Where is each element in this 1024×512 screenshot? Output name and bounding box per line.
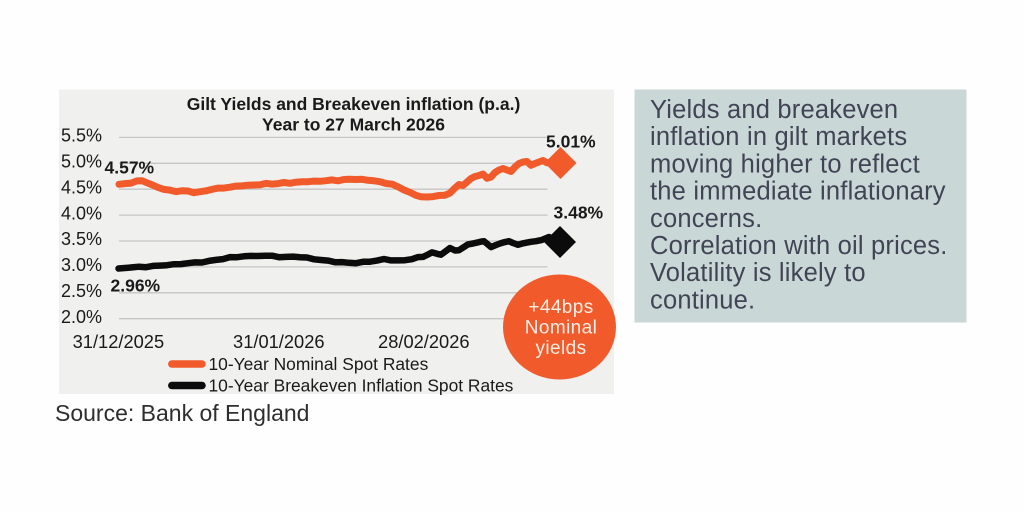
- svg-text:+44bps: +44bps: [528, 297, 593, 318]
- svg-text:31/01/2026: 31/01/2026: [233, 331, 325, 352]
- svg-text:concerns.: concerns.: [650, 205, 762, 233]
- svg-text:28/02/2026: 28/02/2026: [378, 331, 470, 352]
- svg-text:31/12/2025: 31/12/2025: [73, 331, 165, 352]
- svg-text:Gilt Yields and Breakeven infl: Gilt Yields and Breakeven inflation (p.a…: [187, 94, 521, 114]
- svg-text:Source: Bank of England: Source: Bank of England: [55, 400, 309, 426]
- svg-text:4.5%: 4.5%: [61, 177, 102, 197]
- svg-text:2.0%: 2.0%: [61, 307, 102, 327]
- svg-text:5.5%: 5.5%: [61, 126, 102, 146]
- svg-text:the immediate inflationary: the immediate inflationary: [650, 178, 946, 206]
- svg-text:2.96%: 2.96%: [111, 276, 161, 296]
- svg-text:10-Year Nominal Spot Rates: 10-Year Nominal Spot Rates: [209, 354, 429, 374]
- svg-text:3.5%: 3.5%: [61, 229, 102, 249]
- svg-text:5.01%: 5.01%: [546, 132, 596, 152]
- svg-text:4.57%: 4.57%: [105, 157, 155, 177]
- svg-text:3.48%: 3.48%: [554, 203, 604, 223]
- svg-text:yields: yields: [536, 338, 587, 359]
- svg-text:4.0%: 4.0%: [61, 203, 102, 223]
- svg-text:3.0%: 3.0%: [61, 255, 102, 275]
- svg-text:moving higher to reflect: moving higher to reflect: [650, 150, 920, 178]
- svg-text:5.0%: 5.0%: [61, 152, 102, 172]
- svg-text:Nominal: Nominal: [525, 318, 598, 339]
- svg-text:Yields and breakeven: Yields and breakeven: [650, 96, 898, 124]
- svg-text:Volatility is likely to: Volatility is likely to: [650, 259, 866, 287]
- svg-text:10-Year Breakeven Inflation Sp: 10-Year Breakeven Inflation Spot Rates: [209, 376, 514, 396]
- svg-text:inflation in gilt markets: inflation in gilt markets: [650, 123, 907, 151]
- svg-text:Year to 27 March 2026: Year to 27 March 2026: [262, 115, 445, 135]
- svg-text:2.5%: 2.5%: [61, 281, 102, 301]
- svg-text:Correlation with oil prices.: Correlation with oil prices.: [650, 232, 948, 260]
- svg-text:continue.: continue.: [650, 286, 755, 314]
